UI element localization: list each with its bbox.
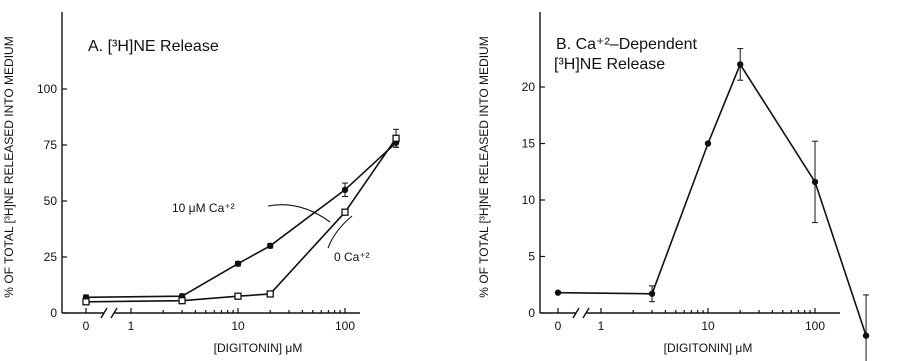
data-point-open: [178, 297, 186, 305]
x-tick-label: 10: [701, 319, 715, 333]
data-point: [737, 61, 744, 68]
data-point: [811, 178, 819, 186]
series-line: [85, 137, 397, 303]
arrow-10um-ca: [267, 204, 331, 223]
axis-break-mark: [100, 307, 108, 319]
y-tick-label: 75: [44, 138, 58, 152]
chart-title: A. [³H]NE Release: [88, 38, 219, 55]
y-axis-label: % OF TOTAL [³H]NE RELEASED INTO MEDIUM: [477, 36, 491, 297]
data-point: [862, 332, 870, 339]
y-axis-label: % OF TOTAL [³H]NE RELEASED INTO MEDIUM: [2, 36, 16, 297]
x-axis-label: [DIGITONIN] μM: [664, 341, 753, 355]
chart-title-line-1: B. Ca⁺²–Dependent: [556, 36, 698, 53]
data-point-open: [234, 292, 242, 300]
data-point: [234, 260, 242, 267]
axis-break-mark: [572, 307, 580, 319]
x-tick-label: 0: [555, 319, 562, 333]
y-tick-label: 0: [528, 306, 535, 320]
panel-b-chart: 0 5 10 15 20 0 1 10 100 B. Ca⁺²–Dependent [³H]NE R…: [477, 12, 870, 361]
y-tick-label: 15: [522, 137, 536, 151]
y-tick-label: 10: [522, 193, 536, 207]
y-tick-label: 25: [44, 250, 58, 264]
axis-break-mark: [110, 307, 118, 319]
x-tick-label: 100: [805, 319, 825, 333]
data-point: [267, 242, 274, 249]
x-tick-label: 1: [598, 319, 605, 333]
data-point: [554, 289, 562, 296]
series-line: [85, 142, 397, 299]
y-tick-label: 0: [50, 306, 57, 320]
data-point-open: [82, 298, 90, 306]
annotation-10um-ca: 10 μM Ca⁺²: [172, 201, 235, 215]
panel-a-chart: 0 25 50 75 100 0 1 10 100 A. [³H]NE Release % OF T…: [2, 12, 400, 355]
axis-break-mark: [582, 307, 590, 319]
x-tick-label: 0: [83, 319, 90, 333]
series-line: [557, 62, 867, 336]
y-tick-label: 50: [44, 194, 58, 208]
x-axis-label: [DIGITONIN] μM: [214, 341, 303, 355]
annotation-0-ca: 0 Ca⁺²: [334, 250, 370, 264]
data-point-open: [266, 290, 274, 298]
data-point: [341, 186, 349, 193]
y-tick-label: 100: [37, 82, 57, 96]
data-point-open: [392, 134, 400, 142]
x-tick-label: 100: [335, 319, 355, 333]
arrow-0-ca: [327, 215, 353, 249]
x-tick-label: 10: [231, 319, 245, 333]
y-tick-label: 5: [528, 250, 535, 264]
chart-title-line-2: [³H]NE Release: [554, 56, 665, 73]
data-point-open: [341, 208, 349, 216]
y-tick-label: 20: [522, 80, 536, 94]
x-tick-label: 1: [128, 319, 135, 333]
data-point: [648, 290, 656, 297]
data-point: [704, 140, 712, 147]
